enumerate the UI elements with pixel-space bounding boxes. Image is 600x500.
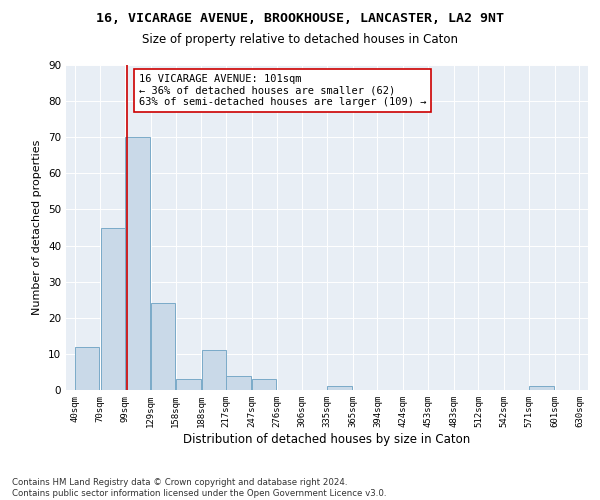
- Bar: [529, 386, 554, 390]
- Bar: [125, 137, 151, 390]
- Bar: [226, 376, 251, 390]
- Bar: [202, 350, 226, 390]
- Bar: [328, 386, 352, 390]
- Bar: [151, 304, 175, 390]
- Text: Size of property relative to detached houses in Caton: Size of property relative to detached ho…: [142, 32, 458, 46]
- Bar: [176, 379, 201, 390]
- Text: 16, VICARAGE AVENUE, BROOKHOUSE, LANCASTER, LA2 9NT: 16, VICARAGE AVENUE, BROOKHOUSE, LANCAST…: [96, 12, 504, 26]
- Text: 16 VICARAGE AVENUE: 101sqm
← 36% of detached houses are smaller (62)
63% of semi: 16 VICARAGE AVENUE: 101sqm ← 36% of deta…: [139, 74, 426, 107]
- Y-axis label: Number of detached properties: Number of detached properties: [32, 140, 43, 315]
- Bar: [75, 346, 99, 390]
- Bar: [252, 379, 276, 390]
- X-axis label: Distribution of detached houses by size in Caton: Distribution of detached houses by size …: [184, 432, 470, 446]
- Text: Contains HM Land Registry data © Crown copyright and database right 2024.
Contai: Contains HM Land Registry data © Crown c…: [12, 478, 386, 498]
- Bar: [101, 228, 125, 390]
